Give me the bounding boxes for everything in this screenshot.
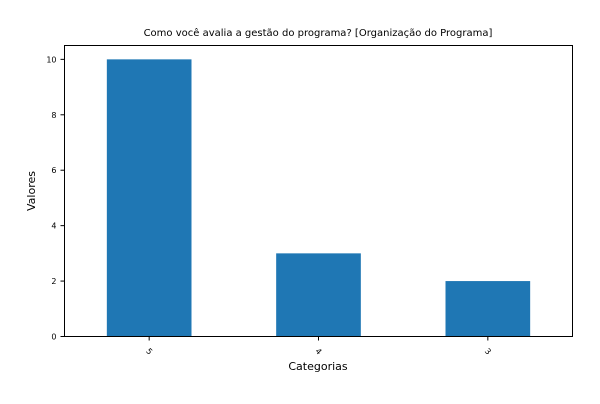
y-tick-label: 6 [51, 166, 56, 175]
y-tick-label: 8 [51, 111, 56, 120]
bar-3 [445, 281, 531, 337]
y-axis-label: Valores [25, 171, 38, 211]
bars-group [106, 59, 531, 337]
plot-frame [64, 45, 573, 337]
x-tick-label: 5 [144, 347, 154, 357]
x-tick-label: 4 [314, 347, 324, 357]
x-axis-ticks: 5 4 3 [144, 336, 493, 357]
bar-5 [106, 59, 192, 337]
y-tick-label: 0 [51, 333, 56, 342]
chart-title: Como você avalia a gestão do programa? [… [144, 27, 493, 39]
y-tick-label: 10 [46, 55, 56, 64]
y-axis-ticks: 0 2 4 6 8 10 [46, 55, 65, 342]
y-tick-label: 2 [51, 277, 56, 286]
y-tick-label: 4 [51, 222, 56, 231]
x-tick-label: 3 [483, 347, 493, 357]
bar-4 [276, 253, 361, 337]
x-axis-label: Categorias [288, 360, 348, 373]
